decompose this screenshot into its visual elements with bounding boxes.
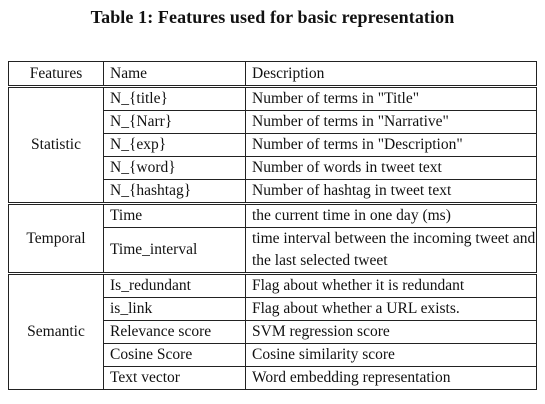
description-cell: SVM regression score bbox=[245, 320, 537, 344]
table-row: N_{exp} Number of terms in "Description" bbox=[9, 133, 537, 157]
description-cell: Number of hashtag in tweet text bbox=[245, 179, 537, 204]
name-cell: Time_interval bbox=[103, 227, 246, 274]
name-cell: Cosine Score bbox=[103, 343, 246, 367]
group-semantic: Semantic Is_redundant Flag about whether… bbox=[8, 272, 537, 390]
name-cell: N_{exp} bbox=[103, 133, 246, 157]
description-cell: Cosine similarity score bbox=[245, 343, 537, 367]
table-row: N_{word} Number of words in tweet text bbox=[9, 156, 537, 180]
table-row: Statistic N_{title} Number of terms in "… bbox=[8, 85, 537, 204]
name-cell: N_{Narr} bbox=[103, 110, 246, 134]
description-cell: Number of words in tweet text bbox=[245, 156, 537, 180]
description-cell: the current time in one day (ms) bbox=[245, 202, 537, 228]
table-row: Semantic Is_redundant Flag about whether… bbox=[8, 272, 537, 390]
description-cell: Word embedding representation bbox=[245, 366, 537, 390]
table-caption: Table 1: Features used for basic represe… bbox=[90, 7, 455, 27]
description-cell: time interval between the incoming tweet… bbox=[245, 227, 537, 274]
feature-cell: Statistic bbox=[8, 85, 104, 204]
feature-cell: Temporal bbox=[8, 202, 104, 274]
name-cell: Is_redundant bbox=[103, 272, 246, 298]
table-header: Features Name Description bbox=[8, 61, 537, 87]
description-cell: Flag about whether it is redundant bbox=[245, 272, 537, 298]
table-row: Cosine Score Cosine similarity score bbox=[9, 343, 537, 367]
table-row: Temporal Time the current time in one da… bbox=[8, 202, 537, 274]
name-cell: N_{hashtag} bbox=[103, 179, 246, 204]
description-cell: Number of terms in "Title" bbox=[245, 85, 537, 111]
table-row: Text vector Word embedding representatio… bbox=[9, 366, 537, 390]
table-row: N_{Narr} Number of terms in "Narrative" bbox=[9, 110, 537, 134]
header-row: Features Name Description bbox=[8, 61, 537, 87]
feature-cell: Semantic bbox=[8, 272, 104, 390]
features-table: Features Name Description Statistic N_{t… bbox=[8, 61, 537, 390]
table-row: N_{hashtag} Number of hashtag in tweet t… bbox=[9, 179, 537, 204]
table-row: is_link Flag about whether a URL exists. bbox=[9, 297, 537, 321]
header-description: Description bbox=[245, 61, 537, 87]
description-cell: Flag about whether a URL exists. bbox=[245, 297, 537, 321]
name-cell: Time bbox=[103, 202, 246, 228]
name-cell: N_{word} bbox=[103, 156, 246, 180]
name-cell: Text vector bbox=[103, 366, 246, 390]
name-cell: is_link bbox=[103, 297, 246, 321]
group-statistic: Statistic N_{title} Number of terms in "… bbox=[8, 85, 537, 204]
table-row: Time_interval time interval between the … bbox=[9, 227, 537, 274]
name-cell: Relevance score bbox=[103, 320, 246, 344]
group-temporal: Temporal Time the current time in one da… bbox=[8, 202, 537, 274]
name-cell: N_{title} bbox=[103, 85, 246, 111]
header-features: Features bbox=[8, 61, 104, 87]
description-cell: Number of terms in "Description" bbox=[245, 133, 537, 157]
header-name: Name bbox=[103, 61, 246, 87]
description-cell: Number of terms in "Narrative" bbox=[245, 110, 537, 134]
